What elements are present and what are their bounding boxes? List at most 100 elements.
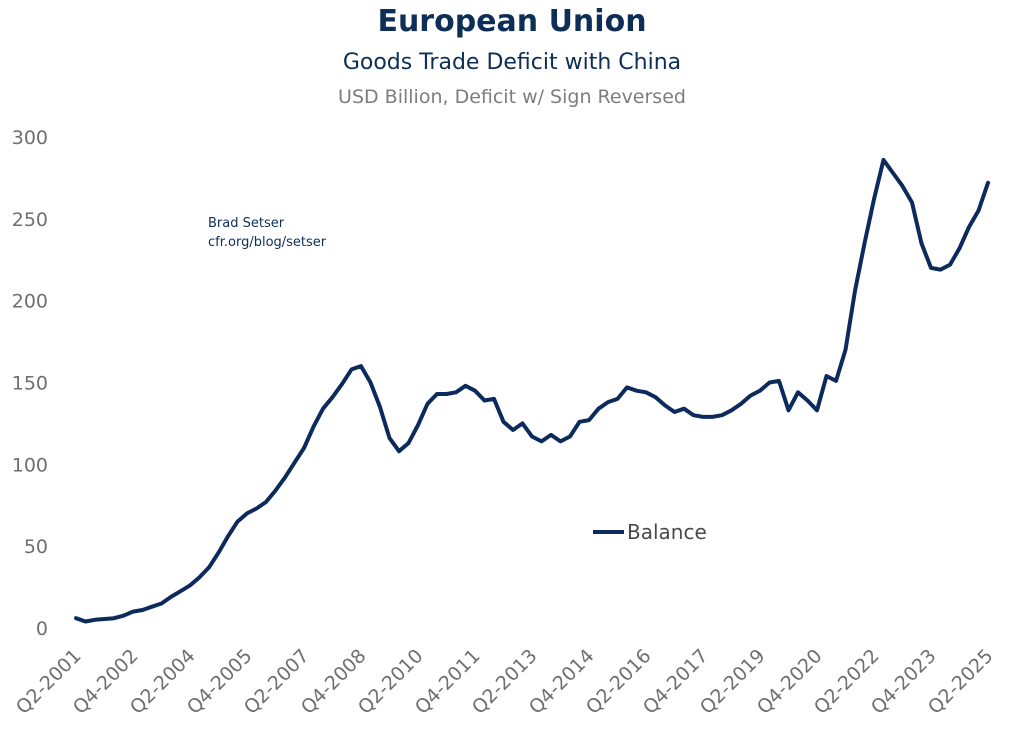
chart-units-label: USD Billion, Deficit w/ Sign Reversed [338,86,686,108]
data-point [825,374,828,378]
data-point [635,389,638,393]
data-point [891,171,895,175]
data-point [606,400,610,404]
y-tick-label: 50 [24,536,48,558]
data-point [226,534,230,538]
data-point [483,399,486,402]
chart-title: European Union [377,4,647,39]
data-point [473,389,477,393]
data-point [692,413,695,417]
data-point [549,433,553,437]
data-point [644,390,648,394]
author-note: Brad Setser [208,216,285,231]
data-point [682,407,686,411]
legend-label-balance: Balance [627,520,707,544]
data-point [131,610,135,614]
data-point [597,407,600,411]
data-point [853,289,857,293]
data-point [312,425,315,429]
data-point [967,225,971,229]
data-point [350,367,353,371]
data-point [207,565,211,569]
data-point [502,420,505,424]
data-point [464,384,467,388]
data-point [521,421,524,425]
data-point [711,415,714,419]
data-point [654,395,657,399]
y-tick-label: 200 [12,291,48,313]
data-point [122,614,125,618]
data-point [397,449,401,453]
data-point [986,181,990,185]
data-point [929,266,933,270]
data-point [863,241,866,245]
data-point [302,446,306,450]
data-point [93,618,97,622]
data-point [834,379,838,383]
data-point [910,201,914,204]
data-point [245,511,249,515]
chart-subtitle: Goods Trade Deficit with China [342,50,682,75]
data-point [901,184,904,188]
data-point [169,595,173,599]
data-point [112,616,116,620]
data-point [977,209,980,213]
data-point [454,390,458,394]
data-point [958,246,961,250]
data-point [84,620,87,623]
data-point [492,397,496,401]
data-point [616,397,619,401]
data-point [844,348,847,352]
data-point [939,268,942,272]
data-point [340,382,344,386]
data-point [359,364,363,368]
data-point [872,197,876,201]
data-point [511,428,515,432]
data-point [179,589,182,593]
data-point [882,158,885,162]
y-tick-label: 300 [12,127,48,149]
data-point [777,379,781,383]
data-point [103,617,106,621]
data-point [435,392,439,396]
data-point [255,507,258,510]
data-point [768,381,771,384]
data-point [625,385,629,389]
data-point [283,475,287,479]
data-point [388,436,391,440]
data-point [663,403,667,407]
y-tick-label: 100 [12,454,48,476]
data-point [540,439,543,443]
data-point [141,608,144,612]
data-point [796,390,800,394]
data-point [559,439,562,443]
series-layer [74,157,990,624]
data-point [568,435,572,438]
data-point [198,575,201,579]
data-point [416,423,420,427]
data-point [74,616,78,620]
data-point [739,402,743,406]
data-point [806,399,809,402]
data-point [720,413,724,417]
data-point [188,583,192,587]
data-point [274,489,277,492]
legend: Balance [593,520,707,544]
data-point [369,381,372,384]
data-point [331,395,334,399]
data-point [293,461,296,465]
y-axis: 0 50 100 150 200 250 300 [12,127,48,640]
data-point [948,263,952,267]
data-point [578,420,581,424]
data-point [920,241,923,245]
data-point [236,520,239,524]
data-point [264,500,268,504]
data-point [426,402,429,406]
data-point [673,410,676,414]
data-point [530,435,534,438]
data-point [321,407,325,411]
data-point [749,394,752,398]
data-point [150,605,154,609]
data-point [378,405,382,409]
